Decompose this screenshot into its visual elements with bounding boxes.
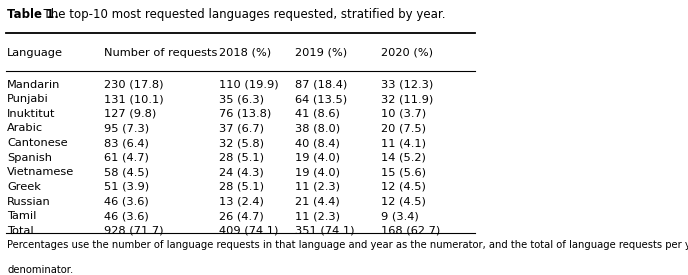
Text: Percentages use the number of language requests in that language and year as the: Percentages use the number of language r… [7,240,688,251]
Text: 46 (3.6): 46 (3.6) [104,211,149,221]
Text: 928 (71.7): 928 (71.7) [104,226,164,236]
Text: 87 (18.4): 87 (18.4) [295,80,347,90]
Text: 110 (19.9): 110 (19.9) [219,80,279,90]
Text: denominator.: denominator. [7,265,74,275]
Text: Tamil: Tamil [7,211,36,221]
Text: 168 (62.7): 168 (62.7) [381,226,440,236]
Text: 41 (8.6): 41 (8.6) [295,109,340,119]
Text: Cantonese: Cantonese [7,138,67,148]
Text: 20 (7.5): 20 (7.5) [381,123,427,133]
Text: Number of requests: Number of requests [104,48,217,57]
Text: Table 1.: Table 1. [7,8,59,21]
Text: 15 (5.6): 15 (5.6) [381,167,427,177]
Text: 40 (8.4): 40 (8.4) [295,138,340,148]
Text: 21 (4.4): 21 (4.4) [295,197,340,207]
Text: 230 (17.8): 230 (17.8) [104,80,164,90]
Text: 51 (3.9): 51 (3.9) [104,182,149,192]
Text: Arabic: Arabic [7,123,43,133]
Text: 409 (74.1): 409 (74.1) [219,226,278,236]
Text: 76 (13.8): 76 (13.8) [219,109,271,119]
Text: 11 (2.3): 11 (2.3) [295,182,341,192]
Text: 26 (4.7): 26 (4.7) [219,211,264,221]
Text: 2018 (%): 2018 (%) [219,48,271,57]
Text: 11 (4.1): 11 (4.1) [381,138,427,148]
Text: 95 (7.3): 95 (7.3) [104,123,149,133]
Text: Spanish: Spanish [7,153,52,163]
Text: 2019 (%): 2019 (%) [295,48,347,57]
Text: 2020 (%): 2020 (%) [381,48,433,57]
Text: 14 (5.2): 14 (5.2) [381,153,426,163]
Text: 32 (11.9): 32 (11.9) [381,94,433,104]
Text: 19 (4.0): 19 (4.0) [295,167,341,177]
Text: 37 (6.7): 37 (6.7) [219,123,264,133]
Text: 127 (9.8): 127 (9.8) [104,109,156,119]
Text: 12 (4.5): 12 (4.5) [381,182,426,192]
Text: Punjabi: Punjabi [7,94,49,104]
Text: 58 (4.5): 58 (4.5) [104,167,149,177]
Text: Vietnamese: Vietnamese [7,167,74,177]
Text: 64 (13.5): 64 (13.5) [295,94,347,104]
Text: 38 (8.0): 38 (8.0) [295,123,341,133]
Text: 11 (2.3): 11 (2.3) [295,211,341,221]
Text: Greek: Greek [7,182,41,192]
Text: 9 (3.4): 9 (3.4) [381,211,419,221]
Text: 28 (5.1): 28 (5.1) [219,182,264,192]
Text: 24 (4.3): 24 (4.3) [219,167,264,177]
Text: 61 (4.7): 61 (4.7) [104,153,149,163]
Text: Russian: Russian [7,197,51,207]
Text: 35 (6.3): 35 (6.3) [219,94,264,104]
Text: 19 (4.0): 19 (4.0) [295,153,341,163]
Text: 46 (3.6): 46 (3.6) [104,197,149,207]
Text: 32 (5.8): 32 (5.8) [219,138,264,148]
Text: Mandarin: Mandarin [7,80,61,90]
Text: 12 (4.5): 12 (4.5) [381,197,426,207]
Text: 28 (5.1): 28 (5.1) [219,153,264,163]
Text: 13 (2.4): 13 (2.4) [219,197,264,207]
Text: The top-10 most requested languages requested, stratified by year.: The top-10 most requested languages requ… [36,8,446,21]
Text: Language: Language [7,48,63,57]
Text: 131 (10.1): 131 (10.1) [104,94,164,104]
Text: 33 (12.3): 33 (12.3) [381,80,433,90]
Text: 351 (74.1): 351 (74.1) [295,226,355,236]
Text: 10 (3.7): 10 (3.7) [381,109,427,119]
Text: Total: Total [7,226,34,236]
Text: Inuktitut: Inuktitut [7,109,56,119]
Text: 83 (6.4): 83 (6.4) [104,138,149,148]
